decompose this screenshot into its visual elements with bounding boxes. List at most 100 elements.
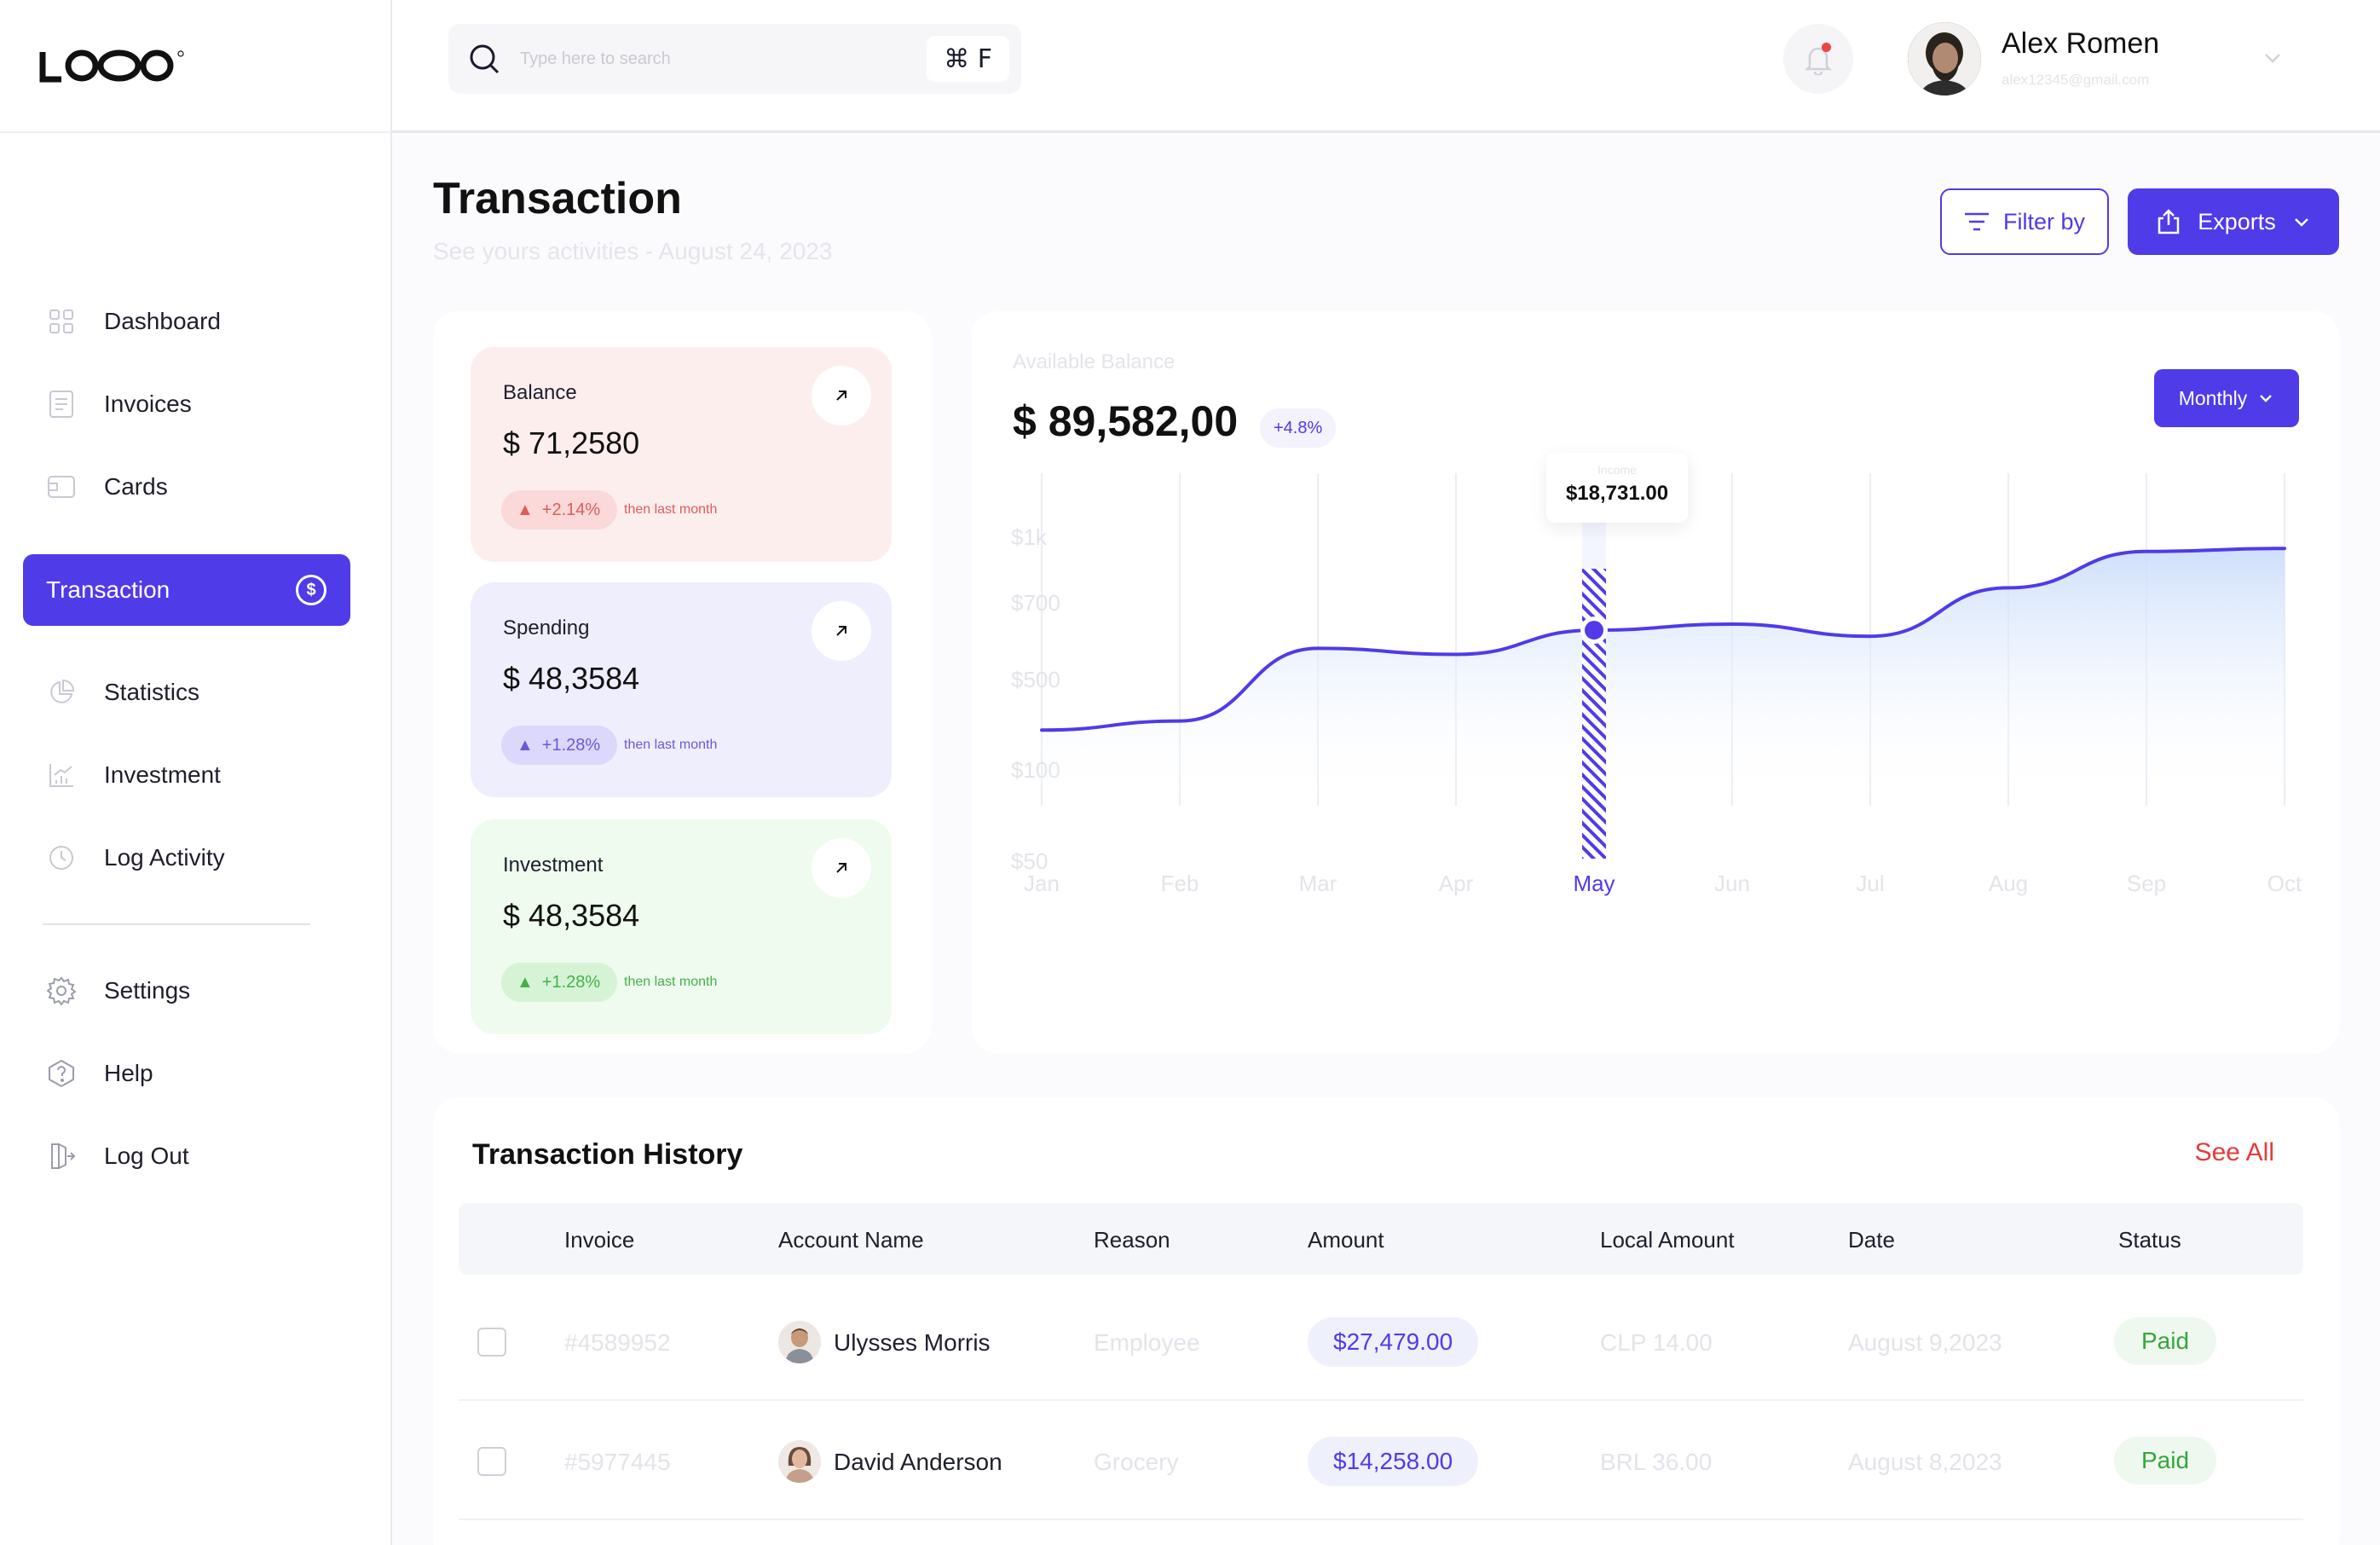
topbar: Type here to search ⌘ F Alex Romen alex1…: [392, 0, 2380, 133]
change-value: +1.28%: [541, 735, 601, 755]
row-checkbox[interactable]: [477, 1328, 506, 1357]
stats-panel: Balance $ 71,2580 ▲ +2.14% then last mont…: [433, 311, 931, 1053]
balance-change-badge: +4.8%: [1260, 408, 1337, 448]
sidebar-item-investment[interactable]: Investment: [23, 739, 350, 811]
sidebar-item-label: Statistics: [104, 679, 200, 705]
chevron-down-icon: [2260, 395, 2273, 402]
logout-icon: [46, 1141, 77, 1172]
change-badge: ▲ +1.28%: [501, 963, 618, 1002]
card-value: $ 71,2580: [503, 425, 640, 460]
balance-card[interactable]: Balance $ 71,2580 ▲ +2.14% then last mont…: [471, 347, 892, 562]
invoice-cell: #5977445: [564, 1449, 671, 1475]
sidebar-item-settings[interactable]: Settings: [23, 955, 350, 1027]
upload-icon: [2158, 209, 2180, 234]
arrow-up-right-icon[interactable]: [812, 601, 871, 661]
avatar[interactable]: [1908, 22, 1981, 95]
change-badge: ▲ +1.28%: [501, 726, 618, 765]
area-fill: [1042, 548, 2285, 806]
change-note: then last month: [624, 738, 718, 752]
help-icon: [46, 1058, 77, 1089]
status-badge: Paid: [2114, 1437, 2217, 1484]
column-header[interactable]: Local Amount: [1600, 1227, 1735, 1253]
period-select[interactable]: Monthly: [2154, 369, 2299, 427]
sidebar-item-label: Settings: [104, 977, 191, 1004]
x-tick-label: Jan: [1024, 871, 1060, 896]
account-name-cell: David Anderson: [834, 1449, 1002, 1475]
sidebar-item-label: Invoices: [104, 391, 192, 417]
sidebar-item-dashboard[interactable]: Dashboard: [23, 286, 350, 357]
x-tick-label: Feb: [1161, 871, 1199, 896]
y-tick-label: $1k: [1011, 524, 1048, 550]
reason-cell: Employee: [1094, 1329, 1200, 1356]
x-tick-label: May: [1573, 871, 1615, 896]
clock-icon: [46, 842, 77, 873]
arrow-up-right-icon[interactable]: [812, 366, 871, 425]
column-header[interactable]: Reason: [1094, 1227, 1170, 1253]
row-checkbox[interactable]: [477, 1447, 506, 1476]
filter-button[interactable]: Filter by: [1940, 188, 2109, 255]
chart-tooltip: Income $18,731.00: [1546, 453, 1688, 523]
available-balance-value: $ 89,582,00: [1013, 397, 1239, 445]
notification-dot: [1822, 43, 1831, 52]
column-header[interactable]: Invoice: [564, 1227, 635, 1253]
x-tick-label: Aug: [1989, 871, 2028, 896]
history-title: Transaction History: [472, 1138, 743, 1171]
sidebar-item-invoices[interactable]: Invoices: [23, 368, 350, 440]
see-all-link[interactable]: See All: [2194, 1138, 2274, 1166]
search-bar[interactable]: Type here to search ⌘ F: [448, 24, 1021, 94]
gear-icon: [46, 975, 77, 1006]
transaction-history: Transaction History See All Invoice Acco…: [433, 1097, 2339, 1545]
table-row[interactable]: #5977445 David Anderson Grocery $14,258.…: [459, 1403, 2303, 1520]
x-tick-label: Oct: [2267, 871, 2302, 896]
search-input[interactable]: Type here to search: [520, 49, 671, 68]
local-amount-cell: BRL 36.00: [1600, 1449, 1713, 1475]
y-tick-label: $50: [1011, 848, 1048, 874]
triangle-up-icon: ▲: [517, 500, 534, 519]
card-value: $ 48,3584: [503, 898, 640, 933]
period-label: Monthly: [2178, 386, 2248, 409]
search-icon: [470, 44, 500, 74]
sidebar-item-transaction[interactable]: Transaction $: [23, 554, 350, 626]
card-label: Balance: [503, 381, 577, 404]
sidebar-item-label: Dashboard: [104, 308, 221, 334]
notification-button[interactable]: [1783, 24, 1853, 94]
status-badge: Paid: [2114, 1317, 2217, 1365]
column-header[interactable]: Account Name: [778, 1227, 924, 1253]
reason-cell: Grocery: [1094, 1449, 1179, 1475]
page-title: Transaction: [433, 174, 682, 223]
card-icon: [46, 472, 77, 502]
sidebar-item-statistics[interactable]: Statistics: [23, 657, 350, 728]
exports-button[interactable]: Exports: [2128, 188, 2339, 255]
user-name: Alex Romen: [2002, 27, 2160, 60]
document-icon: [46, 389, 77, 420]
main-content: Transaction See yours activities - Augus…: [392, 136, 2380, 1545]
tooltip-value: $18,731.00: [1565, 482, 1669, 505]
date-cell: August 9,2023: [1848, 1329, 2002, 1356]
sidebar-item-log-activity[interactable]: Log Activity: [23, 822, 350, 894]
logo[interactable]: [38, 47, 188, 84]
card-label: Spending: [503, 616, 590, 639]
arrow-up-right-icon[interactable]: [812, 838, 871, 898]
investment-card[interactable]: Investment $ 48,3584 ▲ +1.28% then last m…: [471, 819, 892, 1034]
change-badge: ▲ +2.14%: [501, 490, 618, 529]
column-header[interactable]: Date: [1848, 1227, 1895, 1253]
sidebar-item-cards[interactable]: Cards: [23, 451, 350, 523]
page-subtitle: See yours activities - August 24, 2023: [433, 238, 833, 264]
y-tick-label: $700: [1011, 590, 1060, 616]
sidebar-item-help[interactable]: Help: [23, 1038, 350, 1109]
sidebar-item-logout[interactable]: Log Out: [23, 1120, 350, 1192]
table-row[interactable]: #4589952 Ulysses Morris Employee $27,479…: [459, 1283, 2303, 1401]
x-tick-label: Jun: [1714, 871, 1750, 896]
change-value: +1.28%: [541, 972, 601, 992]
sidebar-divider: [43, 923, 310, 925]
spending-card[interactable]: Spending $ 48,3584 ▲ +1.28% then last mon…: [471, 582, 892, 797]
column-header[interactable]: Status: [2118, 1227, 2181, 1253]
logo-area: [0, 0, 390, 133]
chevron-down-icon[interactable]: [2261, 46, 2285, 70]
amount-badge: $14,258.00: [1308, 1437, 1479, 1486]
table-header: Invoice Account Name Reason Amount Local…: [459, 1203, 2303, 1275]
sidebar-item-label: Cards: [104, 473, 168, 500]
series-line: [1040, 547, 2286, 732]
column-header[interactable]: Amount: [1308, 1227, 1384, 1253]
dollar-circle-icon: $: [296, 575, 326, 605]
